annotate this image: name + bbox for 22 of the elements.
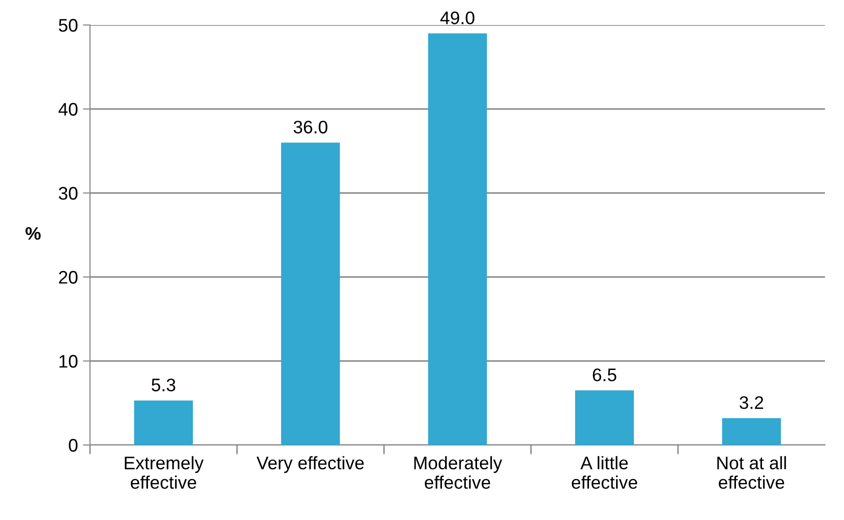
y-tick-label: 0 <box>68 438 78 452</box>
data-label: 49.0 <box>440 11 474 24</box>
bar <box>281 142 340 445</box>
data-label: 5.3 <box>152 378 176 392</box>
bar <box>428 33 487 445</box>
y-axis-title: % <box>26 227 41 240</box>
data-label: 3.2 <box>740 396 764 409</box>
y-tick-label: 40 <box>58 102 78 116</box>
x-tick-label: Extremely effective <box>124 456 204 489</box>
y-tick-label: 20 <box>59 270 78 284</box>
data-label: 36.0 <box>294 120 328 134</box>
x-tick-label: A little effective <box>572 456 638 489</box>
x-tick-label: Moderately effective <box>414 456 502 489</box>
bar <box>134 400 193 445</box>
y-tick-label: 10 <box>59 354 78 368</box>
y-tick-label: 30 <box>58 186 78 200</box>
x-tick-label: Not at all effective <box>717 456 786 489</box>
y-tick-label: 50 <box>58 18 78 32</box>
bar <box>575 390 634 445</box>
data-label: 6.5 <box>592 368 616 382</box>
bar <box>722 418 781 445</box>
x-tick-label: Very effective <box>256 456 364 473</box>
